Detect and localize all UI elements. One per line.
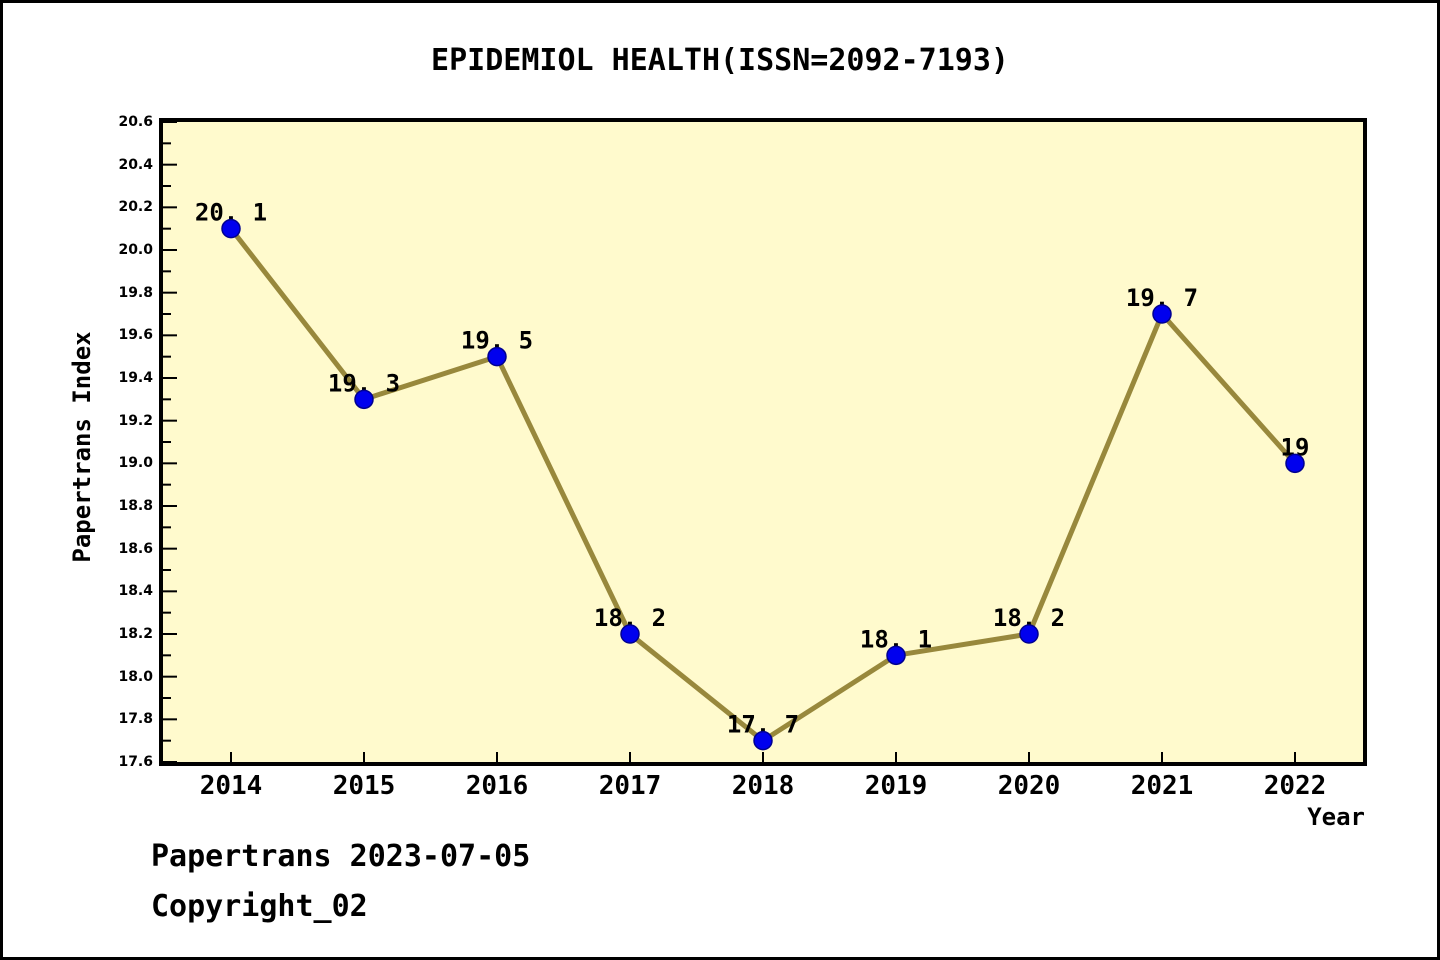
y-tick-label: 19.0 bbox=[118, 455, 153, 472]
x-tick-label: 2015 bbox=[332, 771, 396, 801]
data-point bbox=[753, 730, 773, 751]
x-tick-label: 2019 bbox=[864, 771, 928, 801]
y-tick-label: 19.8 bbox=[118, 284, 153, 301]
data-point bbox=[1152, 304, 1172, 324]
y-tick-label: 17.8 bbox=[118, 711, 153, 728]
y-tick-label: 20.6 bbox=[118, 114, 153, 130]
data-point bbox=[1285, 453, 1305, 474]
plot-area: 20. 1 19. 3 19. 5 18. 2 17. 7 18. 1 18. 2 19. 7… bbox=[159, 118, 1367, 766]
data-point bbox=[487, 346, 507, 367]
y-tick-label: 18.4 bbox=[118, 583, 153, 600]
y-tick-label: 17.6 bbox=[118, 754, 153, 770]
x-tick-label: 2017 bbox=[598, 771, 662, 801]
y-tick-label: 18.0 bbox=[118, 668, 153, 685]
y-tick-label: 20.4 bbox=[118, 156, 153, 173]
y-axis-title: Papertrans Index bbox=[68, 331, 96, 563]
y-tick-label: 19.4 bbox=[118, 370, 153, 386]
footer-copyright: Copyright_02 bbox=[151, 889, 368, 924]
x-tick-label: 2020 bbox=[997, 771, 1061, 801]
data-point bbox=[1019, 624, 1039, 644]
x-tick-label: 2022 bbox=[1263, 771, 1327, 801]
y-tick-label: 20.0 bbox=[118, 242, 153, 258]
data-point bbox=[620, 624, 640, 644]
x-axis-title: Year bbox=[1307, 803, 1365, 831]
chart-title: EPIDEMIOL HEALTH(ISSN=2092-7193) bbox=[431, 43, 1009, 78]
y-tick-label: 18.6 bbox=[118, 540, 153, 557]
y-tick-label: 19.6 bbox=[118, 327, 153, 344]
x-tick-label: 2016 bbox=[465, 771, 529, 801]
footer-watermark: Papertrans 2023-07-05 bbox=[151, 839, 531, 874]
data-point bbox=[886, 645, 906, 666]
x-tick-label: 2018 bbox=[731, 771, 795, 801]
y-tick-label: 19.2 bbox=[118, 412, 153, 429]
y-tick-label: 18.2 bbox=[118, 626, 153, 642]
y-tick-label: 20.2 bbox=[118, 199, 153, 216]
line-chart: 20. 119. 319. 518. 217. 718. 118. 219. 7… bbox=[163, 122, 1309, 762]
x-tick-label: 2021 bbox=[1130, 771, 1194, 801]
y-tick-label: 18.8 bbox=[118, 498, 153, 514]
data-point bbox=[354, 389, 374, 410]
data-point bbox=[221, 218, 241, 239]
x-tick-label: 2014 bbox=[199, 771, 263, 801]
